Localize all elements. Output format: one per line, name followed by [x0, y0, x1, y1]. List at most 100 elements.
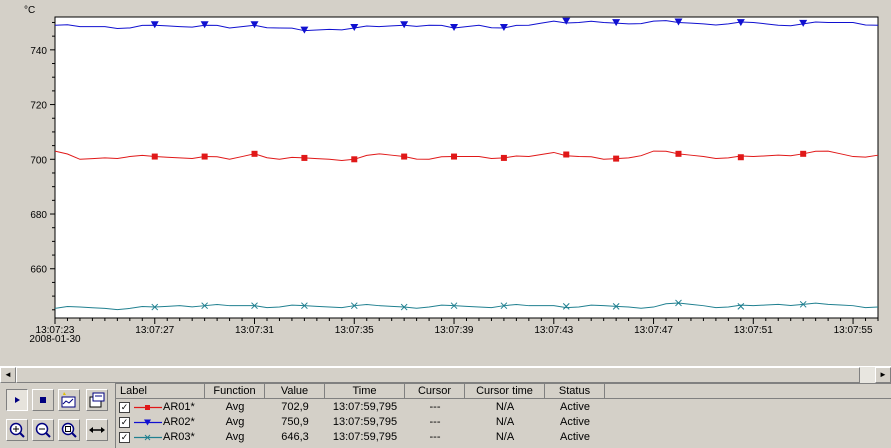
x-tick-label: 13:07:55 — [834, 325, 873, 336]
series-marker — [351, 156, 358, 163]
row-status: Active — [560, 401, 590, 413]
trend-toolbar — [0, 384, 114, 447]
zoom-in-button[interactable] — [6, 419, 28, 441]
zoom-in-icon — [9, 422, 25, 438]
series-marker — [401, 153, 408, 160]
series-marker — [350, 23, 359, 31]
row-time: 13:07:59,795 — [332, 401, 398, 413]
trend-chart-svg[interactable]: 660 680 700 720 740 °C 13:07:23 13:07:27 13:07:3… — [0, 0, 891, 364]
stop-icon — [40, 397, 46, 403]
header-value[interactable]: Value — [265, 384, 325, 399]
row-value: 702,9 — [281, 401, 309, 413]
row-value: 750,9 — [281, 416, 309, 428]
y-unit-label: °C — [24, 5, 35, 16]
row-time: 13:07:59,795 — [332, 416, 398, 428]
series-marker — [675, 299, 682, 307]
row-cursor-time: N/A — [495, 416, 515, 428]
row-status: Active — [560, 431, 590, 443]
row-time: 13:07:59,795 — [332, 431, 398, 443]
row-cursor: --- — [429, 401, 441, 413]
pan-button[interactable] — [86, 419, 108, 441]
play-button[interactable] — [6, 389, 28, 411]
horizontal-scrollbar[interactable]: ◄ ► — [0, 366, 891, 383]
row-cursor: --- — [429, 431, 441, 443]
header-time[interactable]: Time — [325, 384, 405, 399]
series-marker — [500, 302, 508, 310]
series-marker — [612, 19, 621, 27]
row-cursor-time: N/A — [495, 431, 515, 443]
legend-row[interactable]: ✓ AR02* Avg 750,9 13:07:59,795 --- N/A A… — [116, 415, 891, 430]
series-marker — [350, 302, 358, 310]
zoom-out-button[interactable] — [32, 419, 54, 441]
legend-row[interactable]: ✓ AR03* Avg 646,3 13:07:59,795 --- N/A A… — [116, 430, 891, 445]
series-checkbox[interactable]: ✓ — [119, 402, 130, 413]
series-marker — [151, 303, 159, 311]
series-checkbox[interactable]: ✓ — [119, 432, 130, 443]
series-marker — [675, 150, 682, 157]
series-marker — [562, 303, 570, 310]
series-marker — [201, 153, 208, 160]
series-marker — [612, 303, 620, 310]
header-status[interactable]: Status — [545, 384, 605, 399]
y-tick-label: 720 — [30, 101, 47, 112]
row-function: Avg — [225, 431, 245, 443]
legend-row[interactable]: ✓ AR01* Avg 702,9 13:07:59,795 --- N/A A… — [116, 400, 891, 415]
series-marker — [250, 21, 259, 29]
header-cursor-time[interactable]: Cursor time — [465, 384, 545, 399]
trend-chart[interactable]: 660 680 700 720 740 °C 13:07:23 13:07:27 13:07:3… — [0, 0, 891, 364]
export-button[interactable] — [86, 389, 108, 411]
series-marker — [737, 303, 745, 310]
series-marker — [301, 302, 308, 310]
series-marker — [251, 302, 258, 310]
stop-button[interactable] — [32, 389, 54, 411]
x-tick-label: 13:07:35 — [335, 325, 374, 336]
series-marker — [251, 150, 258, 157]
series-marker — [450, 23, 459, 31]
zoom-area-button[interactable] — [58, 419, 80, 441]
scroll-thumb[interactable] — [16, 367, 860, 383]
row-function: Avg — [225, 401, 245, 413]
series-marker — [563, 151, 570, 158]
series-marker — [674, 18, 683, 26]
series-marker — [799, 19, 808, 27]
zoom-area-icon — [61, 422, 77, 438]
header-label[interactable]: Label — [116, 384, 205, 399]
series-marker — [151, 153, 158, 160]
series-line-sample-icon — [134, 419, 162, 426]
series-marker — [499, 23, 508, 31]
series-marker — [450, 302, 458, 310]
row-value: 646,3 — [281, 431, 309, 443]
x-tick-label: 13:07:51 — [734, 325, 773, 336]
y-tick-label: 700 — [30, 155, 47, 166]
header-cursor[interactable]: Cursor — [405, 384, 465, 399]
x-tick-label: 13:07:39 — [435, 325, 474, 336]
scroll-left-icon: ◄ — [4, 370, 12, 379]
header-filler — [605, 384, 891, 399]
x-tick-label: 13:07:47 — [634, 325, 673, 336]
x-tick-label: 13:07:31 — [235, 325, 274, 336]
header-function[interactable]: Function — [205, 384, 265, 399]
pan-icon — [89, 427, 105, 433]
scroll-right-icon: ► — [879, 370, 887, 379]
row-cursor-time: N/A — [495, 401, 515, 413]
series-marker — [300, 26, 309, 34]
edit-chart-icon — [61, 392, 76, 408]
row-label: AR01* — [163, 401, 195, 413]
edit-chart-button[interactable] — [58, 389, 80, 411]
row-label: AR03* — [163, 431, 195, 443]
series-marker — [200, 21, 209, 29]
scroll-left-button[interactable]: ◄ — [0, 367, 16, 383]
x-tick-label: 13:07:27 — [135, 325, 174, 336]
series-checkbox[interactable]: ✓ — [119, 417, 130, 428]
plot-area — [54, 16, 879, 319]
series-line-sample-icon — [134, 405, 162, 410]
series-marker — [613, 155, 620, 162]
row-status: Active — [560, 416, 590, 428]
row-function: Avg — [225, 416, 245, 428]
series-marker — [800, 150, 807, 157]
scroll-right-button[interactable]: ► — [875, 367, 891, 383]
series-marker — [799, 300, 807, 308]
trend-legend-table: Label Function Value Time Cursor Cursor … — [115, 383, 891, 448]
series-marker — [400, 21, 409, 29]
series-line-ar03 — [54, 302, 879, 311]
